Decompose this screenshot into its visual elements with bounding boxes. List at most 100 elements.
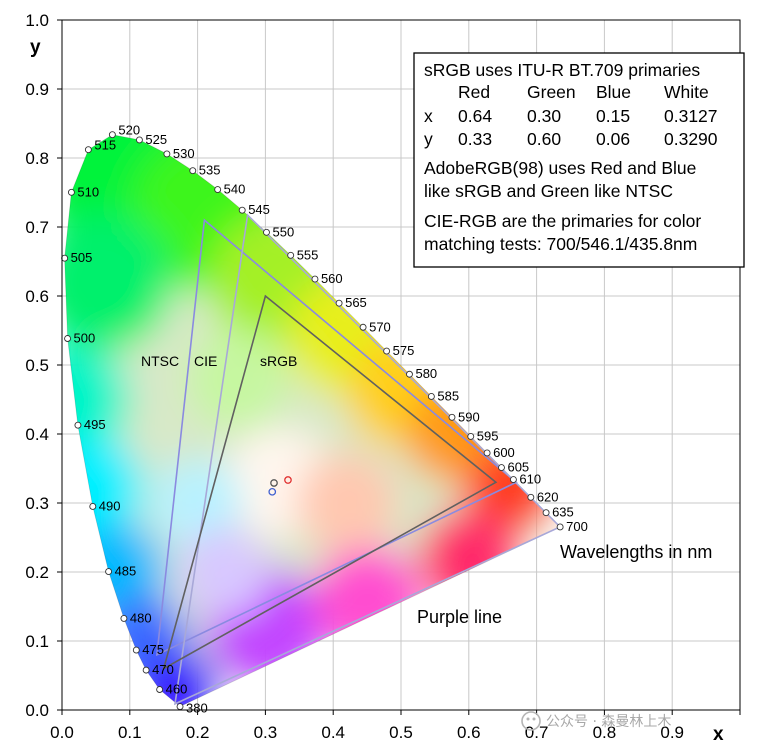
y-tick-label: 0.7 — [25, 218, 49, 237]
wavelength-label-520: 520 — [118, 123, 140, 138]
x-tick-label: 0.1 — [118, 723, 142, 742]
watermark: 公众号 · 森曼林上木 — [521, 711, 671, 731]
wavelength-point-580 — [406, 370, 413, 378]
purple-line-annotation: Purple line — [417, 607, 502, 627]
wavelength-label-635: 635 — [552, 505, 574, 520]
info-y-blue: 0.06 — [596, 129, 630, 149]
wavelength-point-485 — [105, 568, 113, 575]
wavelength-label-500: 500 — [74, 331, 96, 346]
wavelength-label-515: 515 — [94, 138, 116, 153]
wavelength-point-535 — [189, 167, 197, 175]
wavelength-label-505: 505 — [71, 250, 93, 265]
info-header-white: White — [664, 82, 709, 102]
wavelength-label-470: 470 — [152, 662, 174, 677]
wavelength-label-510: 510 — [77, 184, 99, 199]
wavelength-label-460: 460 — [166, 682, 188, 697]
wavelength-label-605: 605 — [507, 460, 529, 475]
wavelength-label-545: 545 — [248, 202, 270, 217]
white-point-e — [284, 476, 292, 484]
wavelength-label-535: 535 — [199, 163, 221, 178]
wavelength-label-575: 575 — [393, 343, 415, 358]
info-header-green: Green — [527, 82, 576, 102]
fill-blob — [64, 212, 173, 353]
info-header-blue: Blue — [596, 82, 631, 102]
fill-blob — [296, 453, 397, 553]
wavelength-point-515 — [84, 146, 92, 154]
gamut-srgb-triangle — [162, 294, 498, 671]
wavelength-label-475: 475 — [142, 642, 164, 657]
wavelength-point-570 — [359, 323, 367, 331]
wavelength-point-530 — [163, 150, 171, 158]
fill-blob — [179, 527, 270, 617]
wavelength-label-565: 565 — [345, 295, 367, 310]
white-points — [268, 476, 292, 496]
wavelength-point-605 — [498, 464, 505, 471]
x-axis-ticks: 0.0 0.1 0.2 0.3 0.4 0.5 0.6 0.7 0.8 0.9 — [50, 710, 741, 742]
y-tick-label: 0.5 — [25, 356, 49, 375]
wavelength-point-520 — [108, 131, 116, 139]
wavelength-label-580: 580 — [415, 366, 437, 381]
white-point-d65 — [270, 479, 278, 487]
x-axis-title: x — [713, 724, 724, 745]
wavelength-point-550 — [263, 228, 270, 236]
wavelength-label-555: 555 — [297, 247, 319, 262]
wavelength-point-470 — [142, 666, 150, 674]
wavelength-point-585 — [427, 393, 435, 400]
y-tick-label: 0.6 — [25, 287, 49, 306]
info-y-white: 0.3290 — [664, 129, 718, 149]
wavelength-point-510 — [67, 188, 75, 196]
info-line-cie-2: matching tests: 700/546.1/435.8nm — [424, 234, 697, 254]
gamut-label-ntsc: NTSC — [141, 353, 179, 369]
info-x-white: 0.3127 — [664, 106, 718, 126]
gamut-ntsc-triangle — [155, 218, 518, 657]
wavelength-point-555 — [287, 251, 295, 259]
wavelength-point-540 — [214, 186, 222, 193]
y-tick-label: 0.0 — [25, 701, 49, 720]
watermark-text: 公众号 · 森曼林上木 — [546, 714, 671, 730]
y-tick-label: 0.3 — [25, 494, 49, 513]
x-tick-label: 0.2 — [186, 723, 210, 742]
fill-blob — [64, 344, 131, 455]
info-x-green: 0.30 — [527, 106, 561, 126]
y-tick-label: 0.8 — [25, 149, 49, 168]
wavelength-label-490: 490 — [99, 498, 121, 513]
x-tick-label: 0.6 — [457, 723, 481, 742]
gamut-label-srgb: sRGB — [260, 353, 297, 369]
wavelength-point-480 — [120, 614, 128, 622]
y-tick-label: 0.1 — [25, 632, 49, 651]
y-tick-label: 0.4 — [25, 425, 49, 444]
wavelength-point-620 — [527, 493, 535, 501]
wavelength-label-610: 610 — [519, 472, 541, 487]
wavelength-point-380 — [176, 703, 184, 710]
wavelength-point-545 — [238, 206, 246, 214]
wavelength-point-525 — [135, 136, 143, 144]
info-line-srgb: sRGB uses ITU-R BT.709 primaries — [424, 60, 700, 80]
wavelength-label-380: 380 — [186, 701, 208, 716]
x-tick-label: 0.3 — [254, 723, 278, 742]
x-tick-label: 0.9 — [660, 723, 684, 742]
wavelength-point-610 — [509, 476, 517, 483]
wavelengths-annotation: Wavelengths in nm — [560, 542, 712, 562]
wavelength-label-525: 525 — [145, 132, 167, 147]
wavelength-label-530: 530 — [173, 146, 195, 161]
x-tick-label: 0.8 — [593, 723, 617, 742]
info-header-red: Red — [458, 82, 490, 102]
wavelength-label-560: 560 — [321, 271, 343, 286]
watermark-logo-icon — [521, 711, 541, 731]
gamut-triangles — [155, 213, 562, 706]
info-row-y-label: y — [424, 129, 433, 149]
y-axis-title: y — [30, 37, 41, 58]
x-tick-label: 0.0 — [50, 723, 74, 742]
y-tick-label: 0.9 — [25, 80, 49, 99]
y-tick-label: 0.2 — [25, 563, 49, 582]
wavelength-point-595 — [467, 432, 475, 440]
info-box: sRGB uses ITU-R BT.709 primaries Red Gre… — [413, 52, 745, 268]
info-row-x-label: x — [424, 106, 433, 126]
info-y-green: 0.60 — [527, 129, 561, 149]
y-tick-label: 1.0 — [25, 11, 49, 30]
wavelength-label-570: 570 — [369, 319, 391, 334]
info-y-red: 0.33 — [458, 129, 492, 149]
wavelength-label-600: 600 — [493, 445, 515, 460]
